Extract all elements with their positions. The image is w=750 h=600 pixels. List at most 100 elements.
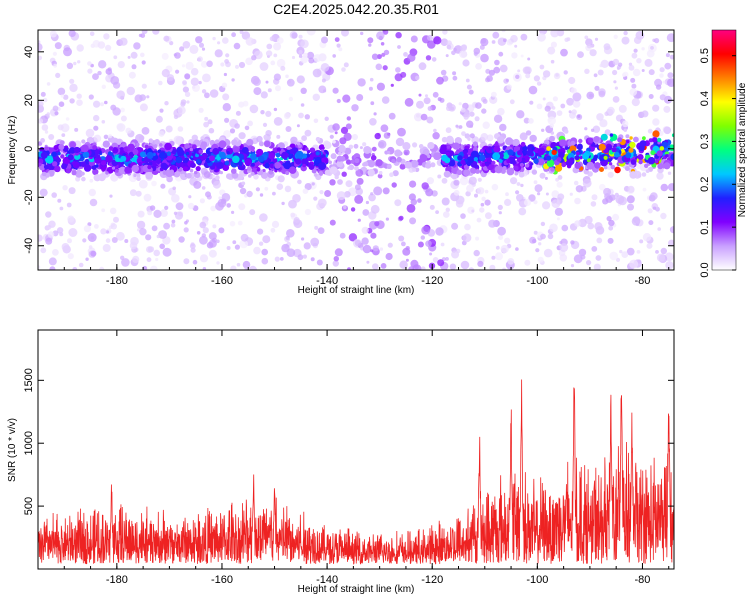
spectrogram-cell: [318, 85, 327, 94]
spectrogram-cell: [462, 59, 470, 67]
spectrogram-cell: [441, 136, 448, 143]
spectrogram-cell: [67, 215, 75, 223]
spectrogram-cell: [617, 62, 623, 67]
spectrogram-cell: [660, 183, 669, 192]
spectrogram-cell: [446, 40, 452, 46]
spectrogram-cell: [550, 167, 555, 172]
spectrogram-cell: [636, 250, 641, 254]
spectrogram-cell: [368, 193, 376, 202]
spectrogram-cell: [628, 147, 634, 153]
spectrogram-cell: [646, 242, 653, 249]
spectrogram-cell: [67, 238, 72, 244]
spectrogram-cell: [665, 261, 674, 270]
spectrogram-cell: [267, 88, 272, 93]
spectrogram-cell: [110, 76, 120, 85]
spectrogram-cell: [551, 199, 561, 209]
spectrogram-cell: [65, 117, 70, 121]
colorbar-gradient: [711, 29, 737, 271]
spectrogram-cell: [546, 159, 555, 168]
spectrogram-cell: [607, 237, 614, 244]
spectrogram-x-tick-label: -160: [211, 275, 233, 287]
spectrogram-cell: [154, 139, 160, 145]
spectrogram-cell: [373, 186, 383, 196]
spectrogram-cell: [644, 58, 653, 67]
spectrogram-cell: [633, 36, 642, 44]
spectrogram-cell: [113, 216, 119, 223]
spectrogram-cell: [568, 76, 576, 85]
spectrogram-cell: [618, 104, 627, 113]
spectrogram-cell: [40, 247, 47, 254]
spectrogram-cell: [489, 264, 496, 270]
snr-panel: -180 -160 -140 -120 -100 -80 500 1000 1500 Heigh…: [7, 329, 675, 595]
spectrogram-cell: [561, 224, 569, 232]
spectrogram-cell: [416, 100, 424, 109]
spectrogram-cell: [104, 100, 108, 105]
spectrogram-cell: [367, 169, 375, 177]
spectrogram-cell: [182, 166, 188, 172]
spectrogram-y-tick-label: -20: [23, 189, 35, 205]
spectrogram-cell: [177, 106, 186, 115]
spectrogram-cell: [533, 230, 538, 235]
spectrogram-cell: [90, 236, 95, 240]
spectrogram-cell: [460, 260, 470, 270]
spectrogram-cell: [569, 145, 577, 153]
spectrogram-cell: [468, 176, 477, 185]
spectrogram-cell: [92, 168, 99, 175]
spectrogram-y-tick-label: 40: [23, 46, 35, 58]
spectrogram-cell: [648, 69, 655, 76]
spectrogram-cell: [302, 188, 309, 194]
spectrogram-cell: [138, 162, 143, 167]
spectrogram-cell: [82, 238, 87, 243]
spectrogram-cell: [578, 138, 583, 144]
spectrogram-cell: [412, 264, 422, 270]
spectrogram-cell: [108, 146, 114, 151]
spectrogram-cell: [549, 135, 555, 142]
spectrogram-cell: [531, 169, 538, 175]
spectrogram-cell: [215, 175, 220, 180]
spectrogram-cell: [528, 85, 538, 95]
spectrogram-cell: [604, 129, 611, 136]
spectrogram-cell: [182, 86, 189, 93]
spectrogram-cell: [599, 183, 606, 191]
spectrogram-cell: [515, 190, 520, 195]
spectrogram-cell: [478, 154, 486, 162]
colorbar: 0.0 0.1 0.2 0.3 0.4 0.5 Normalized spectral a…: [699, 29, 748, 278]
spectrogram-cell: [332, 260, 339, 267]
spectrogram-cell: [57, 198, 62, 203]
spectrogram-cell: [181, 173, 185, 178]
spectrogram-cell: [88, 94, 94, 100]
spectrogram-cell: [404, 151, 408, 155]
spectrogram-cell: [226, 203, 231, 208]
spectrogram-cell: [86, 137, 94, 144]
spectrogram-cell: [238, 132, 246, 140]
spectrogram-cell: [250, 146, 255, 151]
spectrogram-cell: [564, 146, 569, 150]
spectrogram-cell: [201, 47, 206, 51]
spectrogram-cell: [545, 192, 549, 196]
spectrogram-cell: [477, 177, 482, 182]
spectrogram-cell: [574, 197, 581, 205]
spectrogram-cell: [249, 209, 256, 216]
spectrogram-cell: [279, 257, 284, 261]
spectrogram-cell: [274, 256, 280, 262]
spectrogram-cell: [49, 30, 57, 38]
spectrogram-cell: [542, 201, 551, 210]
spectrogram-cell: [274, 161, 282, 169]
spectrogram-cell: [238, 161, 243, 166]
spectrogram-cell: [509, 99, 515, 105]
spectrogram-cell: [69, 98, 75, 104]
spectrogram-cell: [415, 75, 420, 81]
spectrogram-cell: [241, 181, 246, 186]
spectrogram-cell: [158, 230, 168, 239]
spectrogram-cell: [108, 134, 113, 139]
spectrogram-cell: [427, 142, 435, 150]
spectrogram-cell: [555, 164, 563, 172]
spectrogram-cell: [83, 225, 91, 233]
spectrogram-cell: [587, 44, 592, 49]
spectrogram-cell: [394, 199, 402, 207]
spectrogram-cell: [593, 263, 601, 270]
spectrogram-cell: [61, 133, 66, 138]
spectrogram-cell: [313, 54, 322, 63]
spectrogram-cell: [286, 78, 295, 87]
spectrogram-cell: [401, 241, 406, 247]
